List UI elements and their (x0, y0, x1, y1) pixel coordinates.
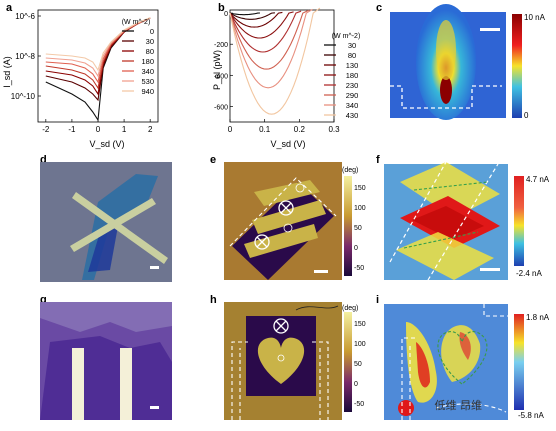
panel-label-a: a (6, 2, 13, 14)
colorbar-e (344, 176, 352, 276)
colorbar-h-tick: 100 (354, 341, 366, 348)
scale-bar (150, 266, 159, 269)
panel-label-f: f (376, 154, 380, 166)
x-tick-label: 0.1 (259, 125, 271, 134)
legend-label: 0 (150, 27, 154, 36)
x-tick-label: -1 (68, 125, 76, 134)
colorbar-h-tick: 150 (354, 321, 366, 328)
legend-label: 130 (346, 61, 359, 70)
series-line (45, 17, 151, 78)
series-line (45, 17, 151, 72)
chart-a-xlabel: V_sd (V) (89, 139, 124, 149)
colorbar-e-tick: 100 (354, 205, 366, 212)
legend-label: 940 (141, 87, 154, 96)
colorbar-f-max: 4.7 nA (526, 175, 550, 184)
x-tick-label: 0.3 (328, 125, 340, 134)
colorbar-c-max: 10 nA (524, 13, 546, 22)
legend-label: 80 (146, 47, 154, 56)
x-tick-label: 0 (228, 125, 233, 134)
map-f: 4.7 nA -2.4 nA (384, 162, 550, 281)
map-e: (deg) 150 100 50 0 -50 (224, 162, 366, 280)
colorbar-e-tick: -50 (354, 265, 364, 272)
image-d (40, 162, 172, 282)
y-tick-label: 10^-8 (15, 52, 35, 61)
legend-title: (W m^-2) (122, 19, 151, 26)
series-line (229, 10, 302, 53)
y-tick-label: -200 (214, 42, 228, 49)
chart-b-xlabel: V_sd (V) (270, 139, 305, 149)
legend-label: 340 (141, 67, 154, 76)
legend-label: 340 (346, 101, 359, 110)
series-line (229, 11, 294, 39)
image-g (40, 302, 172, 420)
series-line (45, 17, 151, 84)
y-tick-label: -600 (214, 104, 228, 111)
legend-label: 80 (348, 51, 356, 60)
panel-label-g: g (40, 294, 47, 306)
panel-label-d: d (40, 154, 47, 166)
colorbar-i-min: -5.8 nA (518, 411, 544, 420)
series-line (229, 11, 283, 28)
plot-frame (37, 9, 159, 123)
colorbar-h-unit: (deg) (342, 305, 358, 312)
colorbar-f (514, 176, 524, 266)
colorbar-h-tick: 0 (354, 381, 358, 388)
colorbar-e-unit: (deg) (342, 167, 358, 174)
legend-label: 230 (346, 81, 359, 90)
x-tick-label: 1 (122, 125, 127, 134)
x-tick-label: 0 (96, 125, 101, 134)
colorbar-e-tick: 150 (354, 185, 366, 192)
panel-label-c: c (376, 2, 383, 14)
x-tick-label: 2 (148, 125, 153, 134)
colorbar-e-tick: 0 (354, 245, 358, 252)
colorbar-c-min: 0 (524, 111, 529, 120)
series-line (45, 17, 151, 90)
series-line (229, 7, 321, 115)
legend-label: 30 (348, 41, 356, 50)
colorbar-h-tick: -50 (354, 401, 364, 408)
y-tick-label: 10^-6 (15, 12, 35, 21)
legend-label: 430 (346, 111, 359, 120)
scale-bar (480, 268, 500, 271)
panel-label-h: h (210, 294, 217, 306)
map-i: 1.8 nA -5.8 nA (384, 304, 550, 420)
watermark: 低维 昂维 (434, 399, 483, 412)
legend-label: 180 (346, 71, 359, 80)
plot-frame (229, 9, 335, 123)
colorbar-f-min: -2.4 nA (516, 269, 542, 278)
legend-label: 290 (346, 91, 359, 100)
x-tick-label: -2 (42, 125, 50, 134)
colorbar-c (512, 14, 522, 118)
colorbar-h-tick: 50 (354, 361, 362, 368)
legend-label: 530 (141, 77, 154, 86)
series-line (229, 9, 309, 70)
y-tick-label: 0 (224, 11, 228, 18)
colorbar-i (514, 314, 524, 410)
panel-label-i: i (376, 294, 380, 306)
chart-a: -2 -1 0 1 210^-610^-810^-10 (W m^-2)03080180… (2, 9, 159, 149)
legend-label: 180 (141, 57, 154, 66)
panel-label-b: b (218, 2, 225, 14)
y-tick-label: 10^-10 (11, 92, 36, 101)
legend-label: 30 (146, 37, 154, 46)
map-h: (deg) 150 100 50 0 -50 (224, 302, 366, 420)
scale-bar (314, 270, 328, 273)
chart-b-ylabel: P_el (pW) (212, 50, 222, 90)
y-tick-label: -400 (214, 73, 228, 80)
series-line (229, 12, 275, 20)
series-line (229, 12, 261, 16)
x-tick-label: 0.2 (294, 125, 306, 134)
colorbar-i-max: 1.8 nA (526, 313, 550, 322)
map-c: 10 nA 0 (390, 4, 546, 120)
scale-bar (150, 406, 159, 409)
panel-label-e: e (210, 154, 217, 166)
legend-title: (W m^-2) (332, 33, 361, 40)
colorbar-h (344, 312, 352, 412)
colorbar-e-tick: 50 (354, 225, 362, 232)
chart-a-ylabel: I_sd (A) (2, 56, 12, 88)
scale-bar (480, 28, 500, 31)
chart-b: 0 0.1 0.2 0.3 0 -200 -400 -600 (W m^-2)30801301… (212, 7, 361, 149)
series-line (229, 8, 313, 89)
